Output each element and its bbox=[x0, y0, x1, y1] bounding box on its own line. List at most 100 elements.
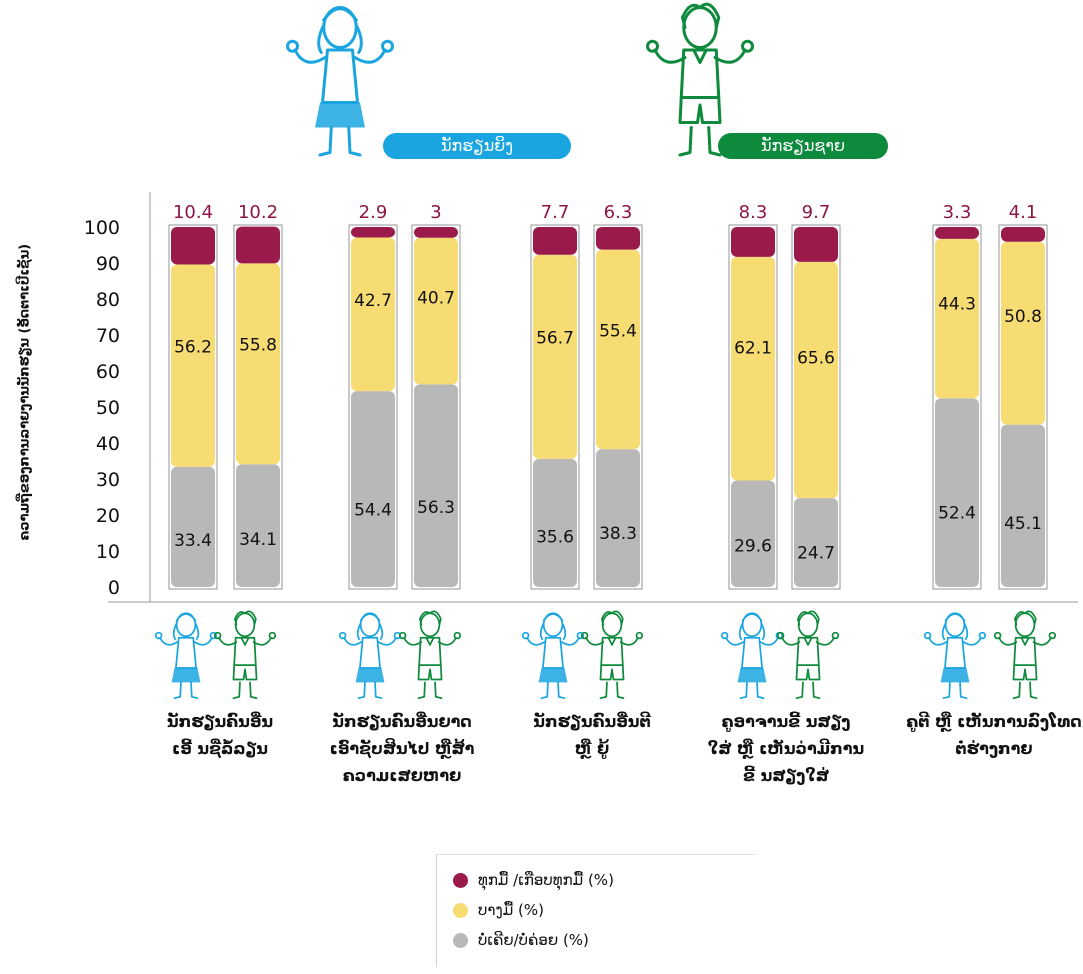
bar-some bbox=[596, 249, 640, 450]
bar-some bbox=[236, 263, 280, 465]
value-label-every: 9.7 bbox=[802, 202, 831, 223]
value-label-never: 54.4 bbox=[354, 501, 392, 521]
bar-some bbox=[533, 254, 577, 459]
bar-every bbox=[171, 227, 215, 265]
category-label-5: ຄູຕີ ຫຼື ເຫັນການລົງໂທດ ຕໍ່ຮ່າງກາຍ bbox=[906, 712, 1082, 758]
value-label-every: 3.3 bbox=[943, 202, 972, 223]
girl-student-icon-2 bbox=[338, 612, 402, 700]
bar-never bbox=[236, 464, 280, 587]
girl-legend-label: ນັກຮຽນຍິງ bbox=[440, 136, 514, 155]
value-label-never: 35.6 bbox=[536, 528, 574, 548]
legend-item-every: ທຸກມື້ /ເກືອບທຸກມື້ (%) bbox=[453, 869, 614, 891]
bar-some bbox=[351, 237, 395, 392]
value-label-every: 8.3 bbox=[739, 202, 768, 223]
legend-text-every: ທຸກມື້ /ເກືອບທຸກມື້ (%) bbox=[478, 871, 614, 889]
value-label-every: 6.3 bbox=[604, 202, 633, 223]
bar-frame bbox=[932, 224, 982, 590]
value-label-never: 56.3 bbox=[417, 498, 455, 518]
bar-some bbox=[1001, 241, 1045, 425]
girl-student-icon-5 bbox=[923, 612, 987, 700]
y-tick-label-40: 40 bbox=[96, 433, 120, 455]
boy-student-icon bbox=[646, 2, 754, 157]
value-label-some: 62.1 bbox=[734, 338, 772, 358]
bar-some bbox=[414, 237, 458, 385]
bar-every bbox=[794, 227, 838, 262]
y-tick-label-90: 90 bbox=[96, 253, 120, 275]
y-tick-label-50: 50 bbox=[96, 397, 120, 419]
bar-never bbox=[731, 480, 775, 587]
y-tick-label-70: 70 bbox=[96, 325, 120, 347]
value-label-never: 52.4 bbox=[938, 504, 976, 524]
bar-never bbox=[1001, 424, 1045, 587]
legend-item-never: ບໍ່ເຄີຍ/ບໍ່ຄ່ອຍ (%) bbox=[453, 929, 589, 951]
bar-frame bbox=[593, 224, 643, 590]
value-label-never: 24.7 bbox=[797, 543, 835, 563]
bar-every bbox=[351, 227, 395, 238]
y-tick-label-80: 80 bbox=[96, 289, 120, 311]
value-label-every: 7.7 bbox=[541, 202, 570, 223]
value-label-never: 45.1 bbox=[1004, 514, 1042, 534]
value-label-some: 40.7 bbox=[417, 288, 455, 308]
boy-student-icon-1 bbox=[213, 610, 277, 700]
legend-item-some: ບາງມື້ (%) bbox=[453, 899, 544, 921]
y-tick-label-60: 60 bbox=[96, 361, 120, 383]
bar-frame bbox=[530, 224, 580, 590]
legend-swatch-every bbox=[453, 872, 468, 888]
y-tick-label-20: 20 bbox=[96, 505, 120, 527]
value-label-every: 10.4 bbox=[173, 202, 213, 223]
bar-some bbox=[731, 256, 775, 481]
girl-student-icon bbox=[286, 6, 394, 157]
bar-every bbox=[1001, 227, 1045, 242]
y-axis-label: ຄວາມຖີ່ຂອງການລາຍງານນັກຮຽນ (ອັດຕາເປີເຊັນ) bbox=[17, 243, 33, 541]
y-tick-label-30: 30 bbox=[96, 469, 120, 491]
boy-student-icon-3 bbox=[580, 610, 644, 700]
bar-frame bbox=[233, 224, 283, 590]
bar-every bbox=[596, 227, 640, 250]
bar-frame bbox=[411, 224, 461, 590]
boy-student-icon-2 bbox=[398, 610, 462, 700]
value-label-every: 4.1 bbox=[1009, 202, 1038, 223]
bar-never bbox=[935, 398, 979, 587]
value-label-some: 50.8 bbox=[1004, 307, 1042, 327]
bar-never bbox=[596, 449, 640, 587]
value-label-some: 55.4 bbox=[599, 321, 637, 341]
girl-legend-pill: ນັກຮຽນຍິງ bbox=[383, 133, 571, 159]
boy-student-icon-5 bbox=[993, 610, 1057, 700]
value-label-some: 56.2 bbox=[174, 337, 212, 357]
bar-every bbox=[935, 227, 979, 239]
value-label-never: 38.3 bbox=[599, 524, 637, 544]
girl-student-icon-3 bbox=[521, 612, 585, 700]
y-tick-label-100: 100 bbox=[84, 217, 120, 239]
bar-every bbox=[533, 227, 577, 255]
bar-never bbox=[533, 458, 577, 587]
value-label-never: 34.1 bbox=[239, 530, 277, 550]
boy-student-icon-4 bbox=[776, 610, 840, 700]
bar-frame bbox=[791, 224, 841, 590]
bar-never bbox=[351, 391, 395, 587]
legend-text-some: ບາງມື້ (%) bbox=[478, 901, 544, 919]
category-label-4: ຄູອາຈານຂີ້ ນສຽງ ໃສ່ ຫຼື ເຫັນວ່າມີການ ຂີ້… bbox=[707, 712, 865, 785]
category-label-1: ນັກຮຽນຄົນອື່ນ ເອີ້ ນຊື່ລໍ້ລຽນ bbox=[166, 712, 274, 758]
bar-every bbox=[731, 227, 775, 257]
value-label-every: 3 bbox=[430, 202, 441, 223]
bar-frame bbox=[728, 224, 778, 590]
legend-text-never: ບໍ່ເຄີຍ/ບໍ່ຄ່ອຍ (%) bbox=[478, 931, 589, 949]
bar-some bbox=[171, 264, 215, 467]
bar-every bbox=[414, 227, 458, 238]
bar-frame bbox=[348, 224, 398, 590]
bar-never bbox=[794, 498, 838, 587]
y-tick-label-10: 10 bbox=[96, 541, 120, 563]
y-tick-label-0: 0 bbox=[108, 577, 120, 599]
value-label-some: 44.3 bbox=[938, 295, 976, 315]
category-label-3: ນັກຮຽນຄົນອື່ນຕີ ຫຼື ຍູ້ bbox=[533, 712, 651, 758]
bar-some bbox=[794, 261, 838, 499]
value-label-some: 56.7 bbox=[536, 328, 574, 348]
legend: ທຸກມື້ /ເກືອບທຸກມື້ (%) ບາງມື້ (%) ບໍ່ເຄ… bbox=[436, 854, 755, 967]
bar-frame bbox=[168, 224, 218, 590]
value-label-every: 10.2 bbox=[238, 202, 278, 223]
boy-legend-pill: ນັກຮຽນຊາຍ bbox=[718, 133, 888, 159]
boy-legend-label: ນັກຮຽນຊາຍ bbox=[761, 136, 845, 155]
value-label-never: 33.4 bbox=[174, 531, 212, 551]
bar-frame bbox=[998, 224, 1048, 590]
